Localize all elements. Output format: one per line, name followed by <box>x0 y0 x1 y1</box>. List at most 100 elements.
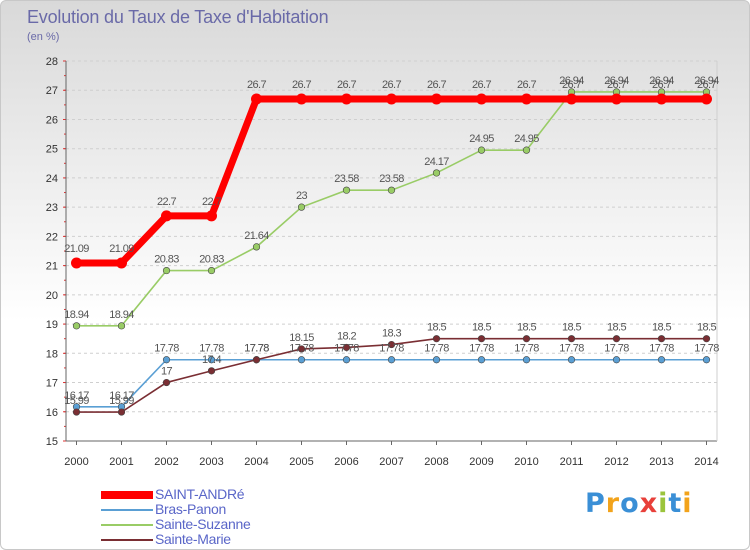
x-tick-label: 2003 <box>199 456 223 468</box>
data-point <box>342 343 351 352</box>
legend-label: Bras-Panon <box>155 501 226 517</box>
y-tick-label: 24 <box>46 173 58 185</box>
data-label: 18.15 <box>289 332 314 344</box>
data-label: 18.5 <box>472 322 491 334</box>
y-tick-label: 17 <box>46 378 58 390</box>
y-tick-label: 28 <box>46 56 58 68</box>
data-label: 17.78 <box>199 343 224 355</box>
data-label: 26.7 <box>247 79 266 91</box>
proxiti-logo: Proxiti <box>585 488 693 519</box>
data-label: 17.78 <box>154 343 179 355</box>
data-point <box>72 408 81 416</box>
data-point <box>161 210 172 222</box>
data-label: 24.17 <box>424 156 449 168</box>
legend-swatch <box>101 524 153 526</box>
data-label: 26.7 <box>697 79 716 91</box>
data-label: 23.58 <box>334 173 359 185</box>
data-point <box>432 169 441 177</box>
data-label: 16.17 <box>109 390 134 402</box>
y-tick-label: 22 <box>46 231 58 243</box>
data-label: 18.5 <box>517 322 536 334</box>
data-point <box>567 356 576 364</box>
data-label: 24.95 <box>514 133 539 145</box>
data-point <box>477 146 486 154</box>
data-label: 23.58 <box>379 173 404 185</box>
data-point <box>476 93 487 105</box>
data-label: 26.7 <box>562 79 581 91</box>
logo-letter: P <box>585 488 606 519</box>
data-label: 26.94 <box>694 75 719 87</box>
data-label: 17.78 <box>604 343 629 355</box>
data-label: 26.7 <box>292 79 311 91</box>
data-point <box>251 93 262 105</box>
x-tick-label: 2012 <box>604 456 628 468</box>
legend-swatch <box>101 491 153 499</box>
data-point <box>611 93 622 105</box>
logo-letter: i <box>682 488 693 519</box>
data-label: 26.7 <box>337 79 356 91</box>
legend-label: SAINT-ANDRé <box>155 486 245 502</box>
data-point <box>522 356 531 364</box>
data-label: 17.78 <box>244 343 269 355</box>
data-point <box>477 335 486 343</box>
x-tick-label: 2002 <box>154 456 178 468</box>
data-point <box>207 367 216 375</box>
y-tick-label: 18 <box>46 348 58 360</box>
data-label: 18.5 <box>427 322 446 334</box>
data-point <box>162 266 171 275</box>
x-tick-label: 2008 <box>424 456 448 468</box>
data-point <box>657 356 666 364</box>
data-point <box>297 203 306 211</box>
data-point <box>72 322 81 330</box>
data-label: 17.78 <box>244 343 269 355</box>
x-tick-label: 2013 <box>649 456 673 468</box>
data-point <box>612 335 621 343</box>
x-tick-label: 2009 <box>469 456 493 468</box>
data-point <box>431 93 442 105</box>
data-point <box>252 356 261 364</box>
data-point <box>117 322 126 330</box>
legend-label: Sainte-Marie <box>155 531 231 547</box>
data-point <box>207 266 216 275</box>
data-point <box>432 356 441 364</box>
data-point <box>702 356 711 364</box>
data-label: 16.17 <box>64 390 89 402</box>
y-tick-label: 16 <box>46 407 58 419</box>
data-point <box>342 186 351 194</box>
data-label: 17.78 <box>559 343 584 355</box>
data-point <box>117 408 126 416</box>
data-label: 18.5 <box>607 322 626 334</box>
data-label: 26.7 <box>427 79 446 91</box>
logo-letter: o <box>620 488 640 519</box>
x-tick-label: 2005 <box>289 456 313 468</box>
x-tick-label: 2001 <box>109 456 133 468</box>
x-tick-label: 2010 <box>514 456 538 468</box>
data-point <box>432 335 441 343</box>
series-line-2 <box>76 91 707 327</box>
data-label: 21.09 <box>64 243 89 255</box>
data-point <box>116 257 127 269</box>
data-point <box>342 356 351 364</box>
data-point <box>657 335 666 343</box>
data-label: 17 <box>161 366 173 378</box>
data-label: 18.3 <box>382 328 401 340</box>
data-label: 23 <box>296 190 308 202</box>
data-point <box>387 356 396 364</box>
data-label: 22.7 <box>157 196 176 208</box>
legend-swatch <box>101 509 153 511</box>
data-label: 18.5 <box>697 322 716 334</box>
data-label: 26.94 <box>604 75 629 87</box>
data-point <box>701 93 712 105</box>
data-label: 17.4 <box>202 354 221 366</box>
y-tick-label: 25 <box>46 144 58 156</box>
data-point <box>521 93 532 105</box>
data-point <box>207 356 216 364</box>
logo-letter: t <box>668 488 683 519</box>
data-label: 26.7 <box>652 79 671 91</box>
data-label: 18.94 <box>109 309 134 321</box>
y-tick-label: 27 <box>46 85 58 97</box>
data-label: 18.5 <box>652 322 671 334</box>
data-point <box>71 257 82 269</box>
y-tick-label: 15 <box>46 436 58 448</box>
data-point <box>612 356 621 364</box>
